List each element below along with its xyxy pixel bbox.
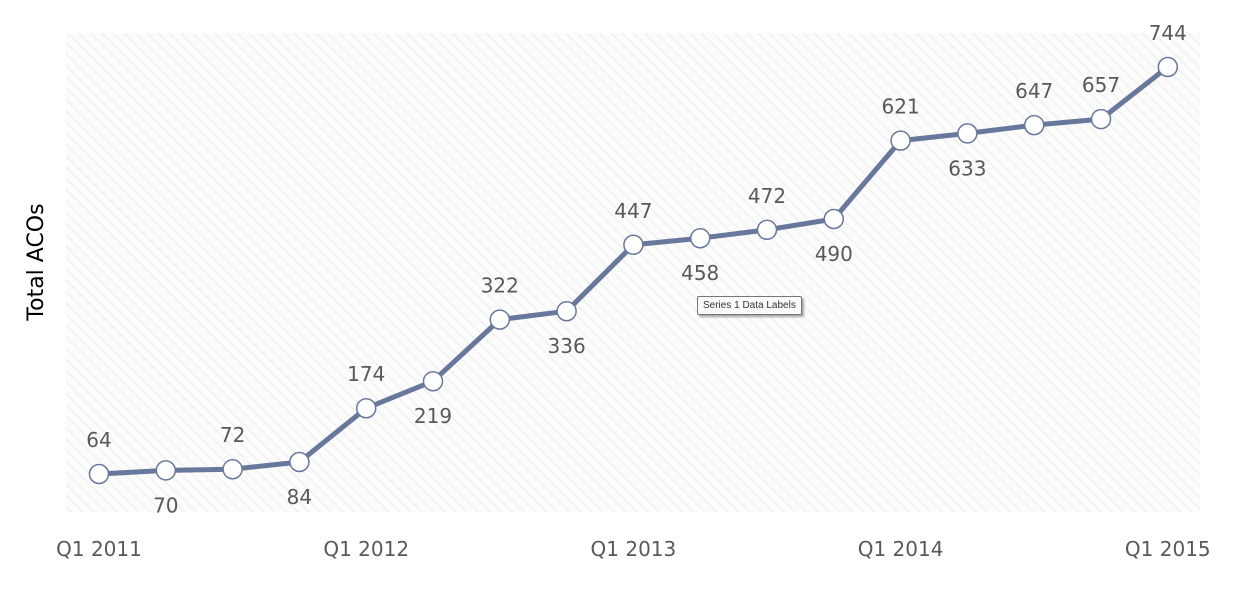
data-point bbox=[289, 451, 310, 473]
series-1-data-labels: 64 70 72 84 174 219 322 336 447 458 472 490 621 633 64… bbox=[86, 21, 1187, 517]
data-point bbox=[623, 234, 644, 256]
data-label: 336 bbox=[548, 334, 586, 358]
data-label: 472 bbox=[748, 184, 786, 208]
data-label: 70 bbox=[153, 493, 178, 517]
x-tick-label: Q1 2012 bbox=[323, 537, 409, 561]
data-point bbox=[422, 370, 444, 392]
data-point bbox=[890, 130, 911, 151]
data-label: 490 bbox=[815, 242, 853, 266]
data-label: 64 bbox=[86, 428, 111, 452]
data-label: 633 bbox=[948, 156, 986, 180]
data-label: 219 bbox=[414, 404, 452, 428]
x-axis-ticks: Q1 2011 Q1 2012 Q1 2013 Q1 2014 Q1 2015 bbox=[56, 537, 1211, 561]
data-point bbox=[222, 458, 243, 480]
data-point bbox=[1157, 56, 1179, 78]
x-tick-label: Q1 2013 bbox=[591, 537, 677, 561]
data-point bbox=[355, 397, 377, 419]
data-label: 322 bbox=[481, 274, 519, 298]
series-1-markers bbox=[88, 56, 1179, 485]
data-label: 657 bbox=[1082, 73, 1120, 97]
data-point bbox=[689, 227, 711, 249]
data-label: 647 bbox=[1015, 79, 1053, 103]
data-point bbox=[155, 460, 177, 481]
data-point bbox=[489, 309, 511, 330]
data-label: 174 bbox=[347, 362, 385, 386]
data-point bbox=[88, 463, 110, 485]
data-label: 458 bbox=[681, 261, 719, 285]
y-axis-label: Total ACOs bbox=[24, 203, 49, 321]
data-point bbox=[756, 219, 778, 241]
data-label: 621 bbox=[882, 95, 920, 119]
data-label: 447 bbox=[614, 199, 652, 223]
data-point bbox=[1090, 108, 1112, 130]
data-label: 744 bbox=[1149, 21, 1187, 45]
data-label: 72 bbox=[220, 423, 245, 447]
x-tick-label: Q1 2015 bbox=[1125, 537, 1211, 561]
data-point bbox=[957, 123, 978, 144]
data-labels-tooltip: Series 1 Data Labels bbox=[697, 296, 802, 315]
x-tick-label: Q1 2011 bbox=[56, 537, 142, 561]
x-tick-label: Q1 2014 bbox=[858, 537, 944, 561]
data-point bbox=[556, 300, 577, 322]
data-point bbox=[1023, 114, 1045, 136]
data-point bbox=[823, 208, 845, 230]
data-label: 84 bbox=[287, 485, 312, 509]
plot-area bbox=[66, 33, 1200, 512]
